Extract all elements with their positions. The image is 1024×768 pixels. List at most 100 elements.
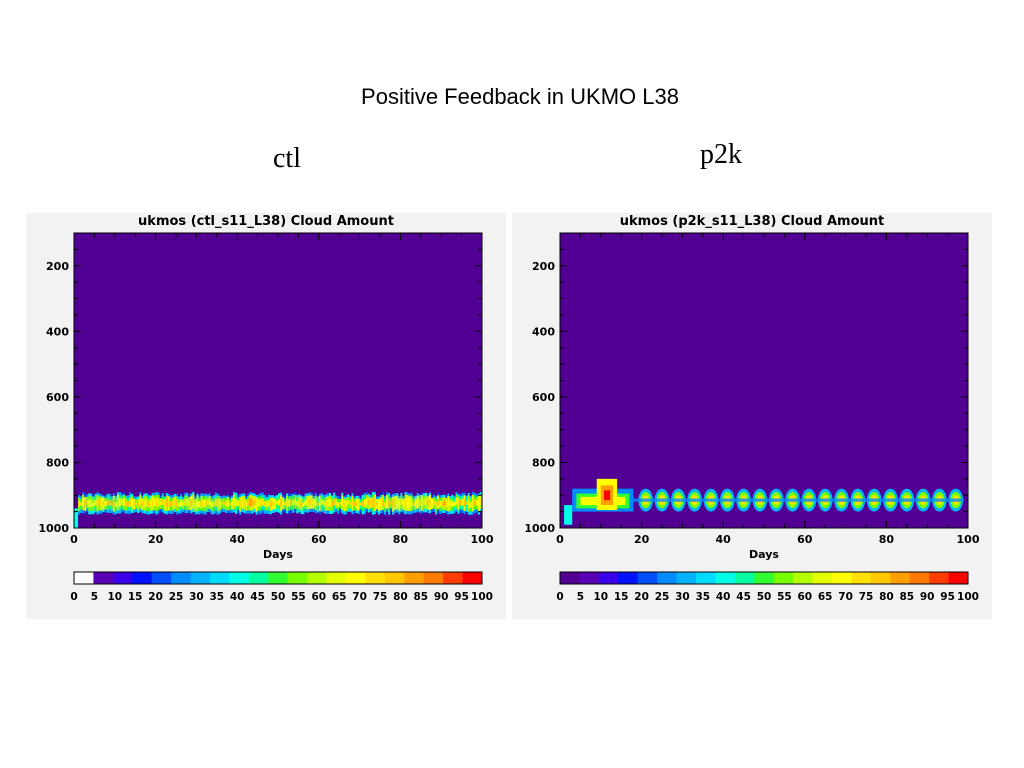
colorbar-swatch xyxy=(676,572,697,584)
cloud-cell xyxy=(196,499,199,507)
cloud-cell xyxy=(314,499,317,507)
cloud-cell xyxy=(167,499,170,507)
cloud-cell xyxy=(392,500,395,508)
cloud-cell xyxy=(204,499,207,508)
colorbar-tick-label: 85 xyxy=(899,591,914,603)
cloud-cell xyxy=(424,498,427,506)
cloud-cell xyxy=(463,498,466,508)
cloud-cell xyxy=(110,502,113,506)
cloud-cell xyxy=(355,501,358,506)
cloud-cell xyxy=(363,498,366,508)
cloud-cell xyxy=(133,502,136,506)
colorbar-swatch xyxy=(579,572,600,584)
colorbar-tick-label: 65 xyxy=(332,591,347,603)
cloud-cell xyxy=(331,501,334,507)
colorbar-swatch xyxy=(443,572,464,584)
colorbar-tick-label: 30 xyxy=(675,591,690,603)
y-tick-label: 400 xyxy=(532,325,555,338)
cloud-cell xyxy=(135,502,138,505)
cloud-cell xyxy=(437,498,440,506)
cloud-cell xyxy=(92,502,95,507)
cloud-cell xyxy=(465,501,468,505)
panel-label-p2k: p2k xyxy=(700,139,742,170)
colorbar-swatch xyxy=(832,572,852,584)
cloud-cell xyxy=(347,500,350,505)
colorbar-swatch xyxy=(618,572,639,584)
y-tick-label: 200 xyxy=(46,260,69,273)
cloud-cell xyxy=(284,501,287,506)
cloud-cell xyxy=(249,497,252,507)
cloud-cell xyxy=(633,498,964,502)
y-tick-label: 200 xyxy=(532,260,555,273)
cloud-cell xyxy=(318,498,321,508)
colorbar-tick-label: 80 xyxy=(879,591,894,603)
cloud-cell xyxy=(396,499,399,506)
cloud-cell xyxy=(300,501,303,507)
colorbar-tick-label: 45 xyxy=(250,591,265,603)
cloud-cell xyxy=(143,499,146,507)
cloud-cell xyxy=(320,499,323,505)
cloud-cell xyxy=(457,499,460,507)
colorbar-swatch xyxy=(773,572,794,584)
colorbar-swatch xyxy=(948,572,969,584)
cloud-cell xyxy=(194,502,197,508)
cloud-cell xyxy=(426,499,429,506)
cloud-cell xyxy=(229,502,232,506)
cloud-band xyxy=(74,491,482,528)
cloud-cell xyxy=(241,499,244,505)
cloud-cell xyxy=(108,499,111,506)
colorbar-swatch xyxy=(326,572,347,584)
cloud-cell xyxy=(198,501,201,508)
cloud-cell xyxy=(373,497,376,508)
cloud-cell xyxy=(239,500,242,508)
colorbar-swatch xyxy=(365,572,386,584)
cloud-cell xyxy=(90,499,93,508)
cloud-cell xyxy=(120,499,123,506)
cloud-cell xyxy=(157,498,160,507)
colorbar-swatch xyxy=(462,572,483,584)
cloud-cell xyxy=(473,498,476,507)
colorbar-swatch xyxy=(190,572,211,584)
cloud-cell xyxy=(104,500,107,506)
cloud-cell xyxy=(422,498,425,506)
cloud-cell xyxy=(326,499,329,507)
cloud-cell xyxy=(467,498,470,508)
cloud-cell xyxy=(210,502,213,508)
cloud-cell xyxy=(471,498,474,508)
cloud-cell xyxy=(469,502,472,508)
colorbar xyxy=(559,571,969,585)
cloud-cell xyxy=(180,499,183,507)
cloud-cell xyxy=(443,500,446,506)
cloud-cell xyxy=(369,500,372,505)
colorbar-tick-label: 30 xyxy=(189,591,204,603)
colorbar-tick-label: 90 xyxy=(920,591,935,603)
colorbar-swatch xyxy=(151,572,172,584)
colorbar-swatch xyxy=(423,572,444,584)
cloud-cell xyxy=(441,501,444,506)
cloud-cell xyxy=(155,497,158,508)
cloud-cell xyxy=(227,500,230,507)
colorbar-swatch xyxy=(287,572,308,584)
colorbar-tick-label: 55 xyxy=(291,591,306,603)
cloud-cell xyxy=(165,498,168,508)
colorbar-tick-label: 5 xyxy=(91,591,98,603)
cloud-cell xyxy=(269,501,272,508)
cloud-cell xyxy=(445,501,448,507)
y-tick-label: 800 xyxy=(532,456,555,469)
cloud-cell xyxy=(451,500,454,507)
cloud-cell xyxy=(435,502,438,508)
heatmap-chart-ctl: ukmos (ctl_s11_L38) Cloud Amount20040060… xyxy=(38,214,493,603)
cloud-cell xyxy=(306,499,309,506)
cloud-cell xyxy=(333,498,336,506)
y-tick-label: 800 xyxy=(46,456,69,469)
x-tick-label: 80 xyxy=(393,533,409,546)
cloud-cell xyxy=(116,497,119,506)
cloud-cell xyxy=(267,500,270,507)
cloud-cell xyxy=(335,501,338,505)
cloud-cell xyxy=(222,501,225,505)
cloud-cell xyxy=(341,498,344,507)
x-tick-label: 60 xyxy=(797,533,813,546)
colorbar-swatch xyxy=(909,572,930,584)
cloud-cell xyxy=(400,498,403,505)
cloud-cell xyxy=(127,500,130,507)
